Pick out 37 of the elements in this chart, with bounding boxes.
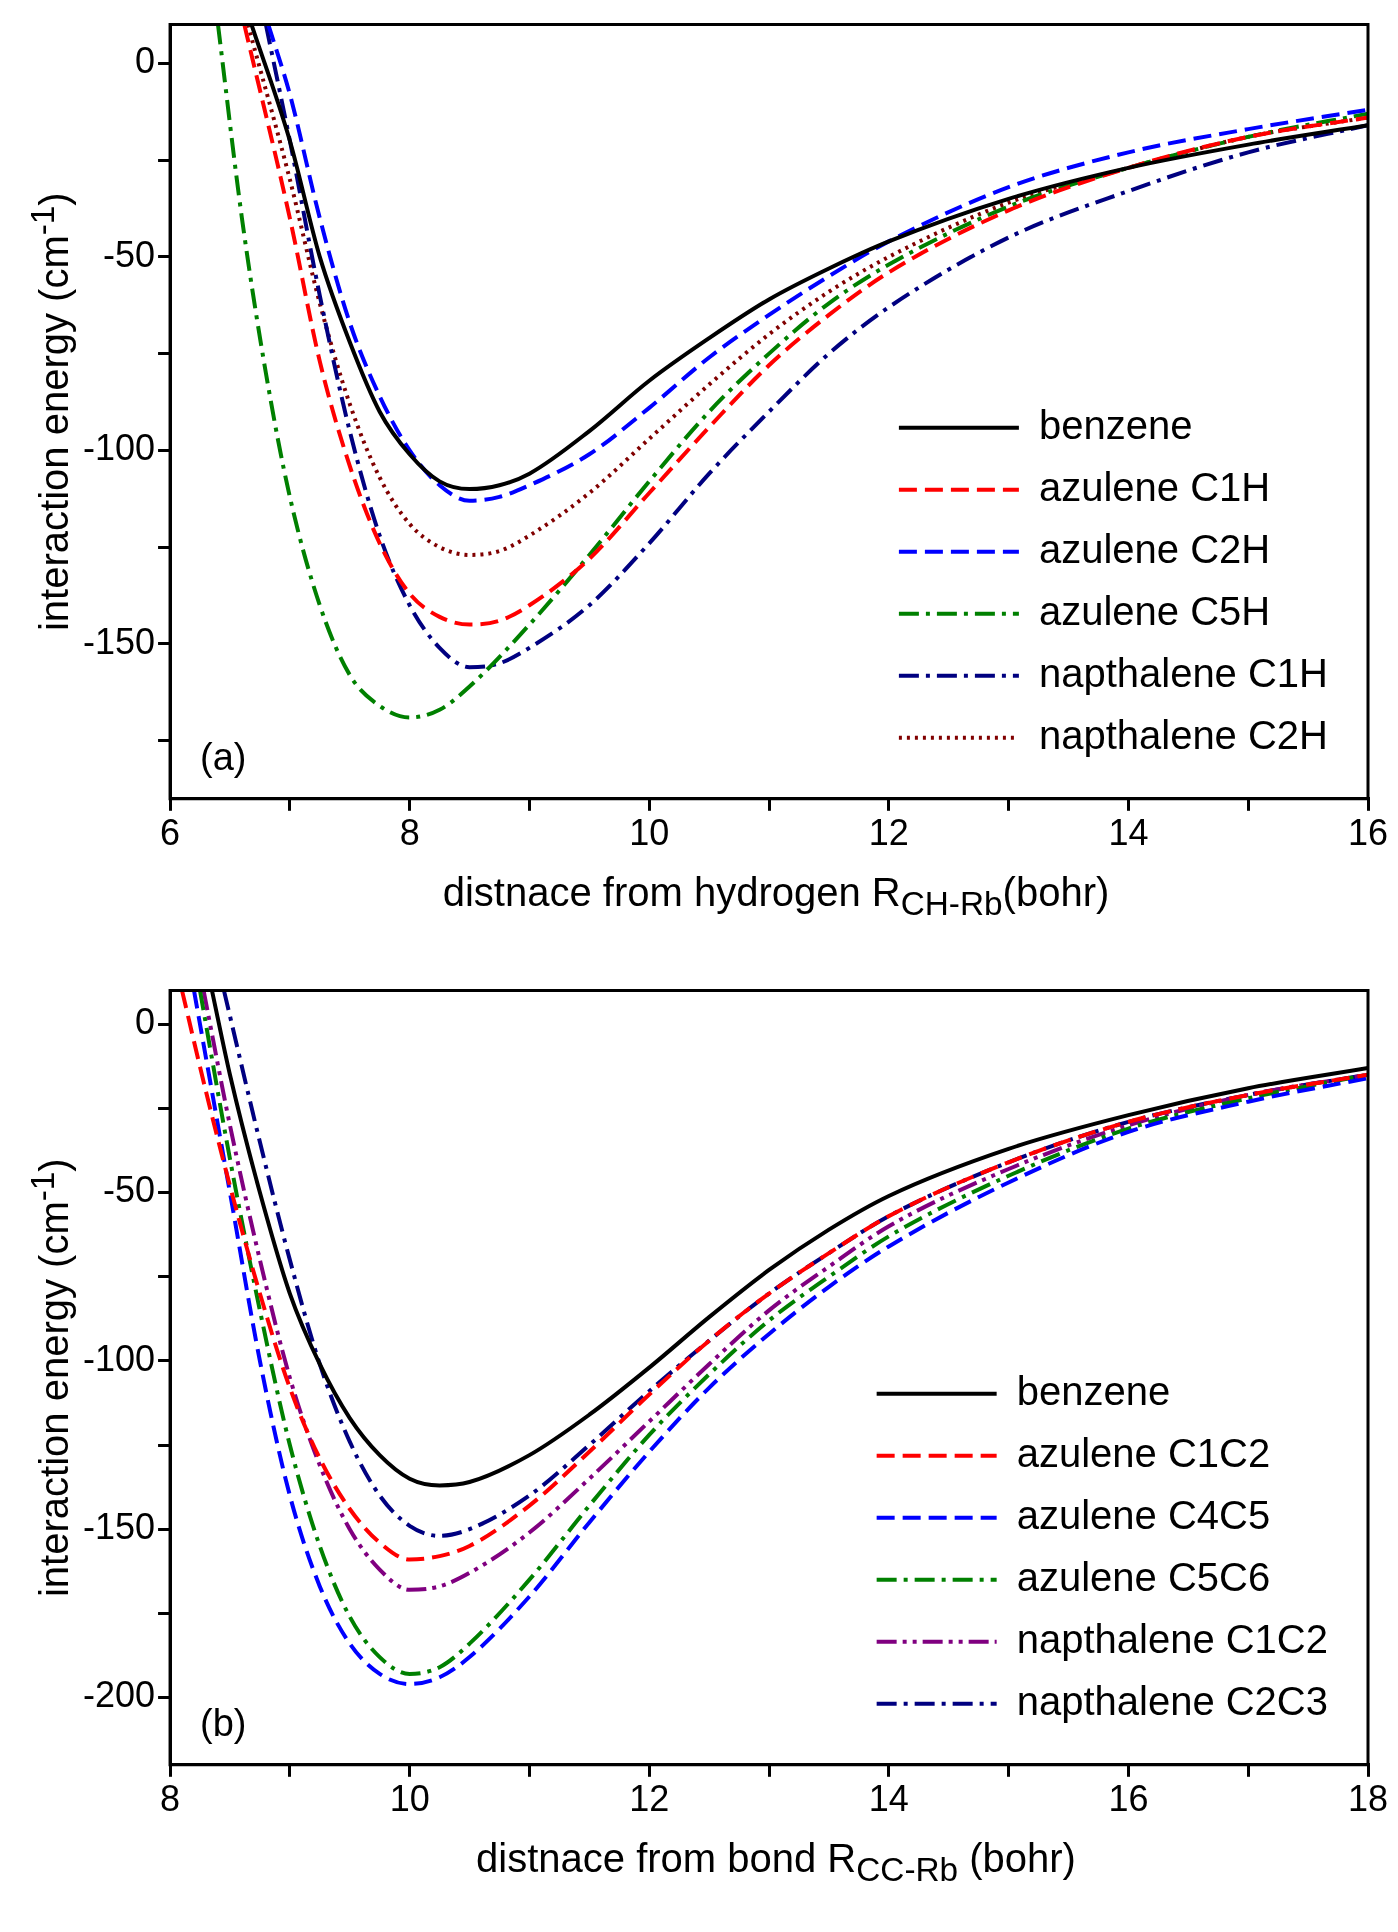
x-axis-title: distnace from bond R$_{CC-Rb}$ (bohr) [475,1836,1077,1889]
legend-label: azulene C2H [1038,526,1271,571]
legend-label: napthalene C2C3 [1016,1678,1329,1723]
y-tick-label: -100 [82,1337,156,1379]
y-tick-label: -50 [103,1169,156,1211]
y-tick-label: 0 [135,40,156,82]
x-axis-title: distnace from hydrogen R$_{CH-Rb}$(bohr) [441,870,1111,923]
legend-label: azulene C1C2 [1016,1430,1271,1475]
legend-label: benzene [1016,1368,1171,1413]
x-tick-label: 16 [1108,1778,1149,1820]
legend-label: azulene C5H [1038,588,1271,633]
annotation: (b) [200,1702,247,1745]
y-tick-label: 0 [135,1001,156,1043]
x-tick-label: 10 [389,1778,430,1820]
x-tick-label: 6 [160,812,181,854]
legend-label: napthalene C1C2 [1016,1616,1329,1661]
legend-label: azulene C4C5 [1016,1492,1271,1537]
legend-label: azulene C5C6 [1016,1554,1271,1599]
x-tick-label: 18 [1347,1778,1389,1820]
y-tick-label: -50 [103,233,156,275]
x-tick-label: 8 [160,1778,181,1820]
legend-label: azulene C1H [1038,464,1271,509]
y-tick-label: -100 [82,427,156,469]
y-tick-label: -150 [82,620,156,662]
y-tick-label: -200 [82,1674,156,1716]
legend-label: napthalene C1H [1038,650,1329,695]
x-tick-label: 14 [868,1778,909,1820]
x-tick-label: 16 [1347,812,1389,854]
x-tick-label: 8 [399,812,420,854]
x-tick-label: 12 [868,812,909,854]
x-tick-label: 10 [629,812,670,854]
legend-label: benzene [1038,402,1193,447]
annotation: (a) [200,736,247,779]
x-tick-label: 12 [629,1778,670,1820]
x-tick-label: 14 [1108,812,1149,854]
legend-label: napthalene C2H [1038,712,1329,757]
y-tick-label: -150 [82,1506,156,1548]
